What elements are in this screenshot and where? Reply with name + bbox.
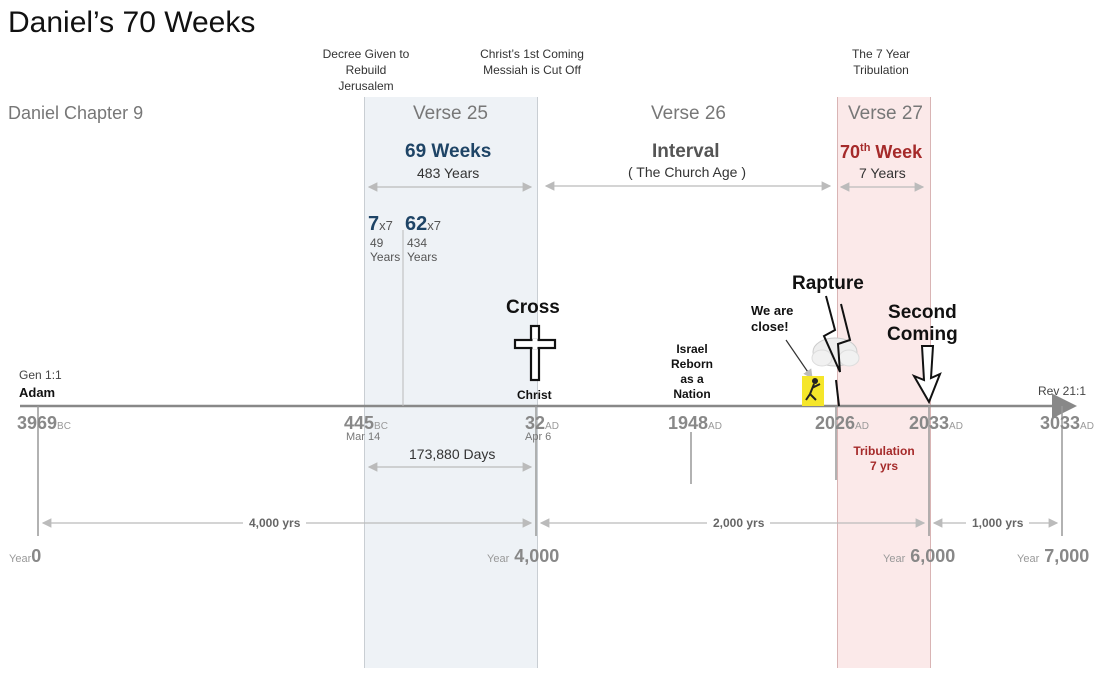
we-are-close-pointer	[785, 339, 813, 379]
mult-62-x: x7	[427, 218, 441, 233]
date-3969: 3969BC	[17, 413, 71, 434]
year-4000: Year 4,000	[487, 546, 559, 567]
verse-25-band	[364, 97, 538, 668]
date-2033-era: AD	[949, 421, 963, 432]
tribulation-label: Tribulation 7 yrs	[846, 444, 922, 474]
second-coming-arrow-icon	[911, 345, 942, 405]
date-3969-num: 3969	[17, 413, 58, 433]
date-32-num: 32	[525, 413, 546, 433]
mult-7-years-value: 49	[370, 236, 384, 250]
mult-62-years-word: Years	[407, 250, 438, 264]
date-2033: 2033AD	[909, 413, 963, 434]
date-32-era: AD	[545, 421, 559, 432]
mult-62-years: 434 Years	[407, 236, 437, 264]
israel-line-4: Nation	[673, 387, 711, 401]
verse-27-label: Verse 27	[848, 103, 923, 124]
tribulation-line-1: Tribulation	[853, 444, 915, 458]
person-figure-icon	[802, 376, 824, 406]
date-32: 32AD	[525, 413, 559, 434]
year-6000-value: 6,000	[910, 546, 956, 566]
mult-62-number: 62	[405, 213, 428, 235]
date-3033-era: AD	[1080, 421, 1094, 432]
date-3033-num: 3033	[1040, 413, 1081, 433]
year-0-value: 0	[31, 546, 42, 566]
rapture-label: Rapture	[792, 273, 864, 294]
70th-week-label: 70th Week	[840, 142, 922, 163]
date-1948: 1948AD	[668, 413, 722, 434]
date-32-sub: Apr 6	[525, 431, 552, 443]
we-are-close-line-1: We are	[751, 303, 794, 318]
span-1000: 1,000 yrs	[966, 516, 1030, 530]
year-0-label: Year	[9, 553, 32, 565]
year-6000-label: Year	[883, 553, 906, 565]
date-1948-era: AD	[708, 421, 722, 432]
days-label: 173,880 Days	[407, 446, 498, 462]
mult-62: 62x7	[405, 213, 441, 236]
year-7000-value: 7,000	[1044, 546, 1090, 566]
date-2033-num: 2033	[909, 413, 950, 433]
mult-7-x: x7	[379, 218, 393, 233]
mult-7: 7x7	[368, 213, 393, 236]
7-years-label: 7 Years	[859, 165, 906, 181]
rapture-cloud-icon	[811, 337, 860, 367]
span-2000: 2,000 yrs	[707, 516, 771, 530]
date-3033: 3033AD	[1040, 413, 1094, 434]
cross-label: Cross	[506, 297, 560, 318]
verse-25-label: Verse 25	[413, 103, 488, 124]
date-445-sub: Mar 14	[346, 431, 381, 443]
mult-7-number: 7	[368, 213, 380, 235]
date-3969-era: BC	[57, 421, 71, 432]
year-7000-label: Year	[1017, 553, 1040, 565]
year-6000: Year 6,000	[883, 546, 955, 567]
church-age-label: ( The Church Age )	[628, 164, 747, 180]
gen-ref: Gen 1:1	[19, 368, 62, 382]
second-coming-label: Second Coming	[887, 302, 958, 346]
mult-7-years-word: Years	[370, 250, 401, 264]
second-coming-line-1: Second	[888, 302, 957, 323]
israel-line-3: as a	[680, 372, 704, 386]
date-2026-era: AD	[855, 421, 869, 432]
adam-label: Adam	[19, 385, 56, 400]
chapter-label: Daniel Chapter 9	[8, 103, 144, 123]
70th-number: 70	[840, 142, 861, 162]
interval-label: Interval	[652, 141, 720, 162]
rev-ref: Rev 21:1	[1038, 384, 1087, 398]
christ-first-coming-note: Christ’s 1st Coming Messiah is Cut Off	[480, 47, 584, 77]
verse-26-label: Verse 26	[651, 103, 726, 124]
rapture-arrow-icon	[822, 295, 852, 407]
span-4000: 4,000 yrs	[243, 516, 307, 530]
tribulation-note: The 7 Year Tribulation	[851, 47, 911, 77]
page-title: Daniel’s 70 Weeks	[8, 6, 256, 39]
christ-label: Christ	[517, 388, 552, 402]
70th-word: Week	[870, 142, 923, 162]
decree-note: Decree Given to Rebuild Jerusalem	[322, 47, 410, 93]
second-coming-line-2: Coming	[887, 324, 958, 345]
israel-line-2: Reborn	[671, 357, 713, 371]
date-445: 445BC	[344, 413, 388, 434]
year-4000-label: Year	[487, 553, 510, 565]
date-2026-num: 2026	[815, 413, 856, 433]
we-are-close-label: We are close!	[751, 303, 793, 335]
date-1948-num: 1948	[668, 413, 709, 433]
date-2026: 2026AD	[815, 413, 869, 434]
verse-27-band	[837, 97, 931, 668]
date-445-num: 445	[344, 413, 375, 433]
year-4000-value: 4,000	[514, 546, 560, 566]
date-445-era: BC	[374, 421, 388, 432]
year-7000: Year 7,000	[1017, 546, 1089, 567]
we-are-close-line-2: close!	[751, 319, 789, 334]
483-years-label: 483 Years	[417, 165, 480, 181]
israel-reborn-label: Israel Reborn as a Nation	[662, 342, 722, 402]
year-0: Year0	[9, 546, 41, 567]
mult-7-years: 49 Years	[370, 236, 400, 264]
mult-62-years-value: 434	[407, 236, 428, 250]
tribulation-line-2: 7 yrs	[869, 459, 899, 473]
69-weeks-label: 69 Weeks	[405, 141, 492, 162]
cross-icon	[513, 324, 557, 382]
israel-line-1: Israel	[676, 342, 708, 356]
70th-suffix: th	[860, 142, 871, 154]
